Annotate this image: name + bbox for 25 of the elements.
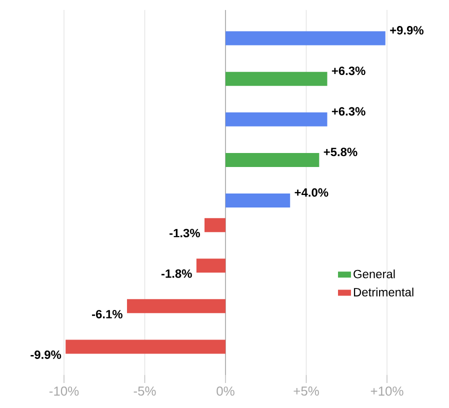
bar <box>226 31 386 46</box>
data-label: -6.1% <box>92 310 122 318</box>
bar <box>204 218 226 232</box>
data-label: +5.8% <box>324 148 358 156</box>
bar <box>226 194 290 208</box>
data-label: +6.3% <box>332 66 366 76</box>
data-label: +9.9% <box>390 26 424 35</box>
x-tick-label: 0% <box>216 386 234 396</box>
data-label: -1.8% <box>161 269 192 278</box>
data-label: +4.0% <box>294 188 328 197</box>
x-tick-label: -5% <box>134 386 156 396</box>
x-tick-label: -10% <box>49 386 79 396</box>
bar <box>126 299 226 314</box>
data-label: -1.3% <box>170 228 200 238</box>
legend-label: General <box>354 270 395 278</box>
bar <box>66 340 226 354</box>
bar <box>196 258 226 273</box>
bar <box>226 152 320 167</box>
x-tick-label: +10% <box>370 386 404 396</box>
bar <box>226 72 328 86</box>
bar <box>226 112 328 126</box>
legend-label: Detrimental <box>354 288 414 296</box>
x-tick-label: +5% <box>294 386 319 396</box>
data-label: +6.3% <box>332 107 366 116</box>
data-label: -9.9% <box>30 350 62 359</box>
